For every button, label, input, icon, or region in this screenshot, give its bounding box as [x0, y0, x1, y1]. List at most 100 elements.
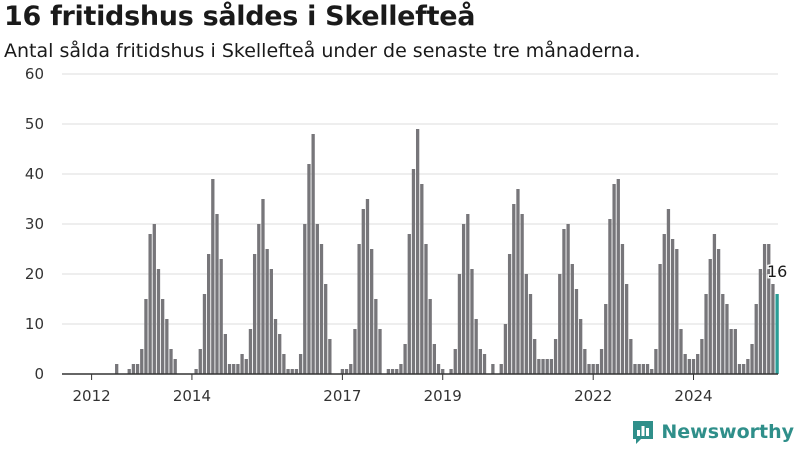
bar	[700, 339, 704, 374]
bar	[520, 214, 524, 374]
bar	[466, 214, 470, 374]
bar	[223, 334, 228, 374]
bar	[620, 244, 625, 374]
bar	[457, 274, 462, 374]
bar	[512, 204, 516, 374]
bar	[324, 284, 328, 374]
bar	[541, 359, 545, 374]
bar	[236, 364, 240, 374]
bar	[378, 329, 382, 374]
bar	[290, 369, 294, 374]
bar	[612, 184, 616, 374]
bar	[140, 349, 144, 374]
bar	[215, 214, 219, 374]
bar	[683, 354, 687, 374]
bar	[361, 209, 365, 374]
bar	[424, 244, 428, 374]
bar	[587, 364, 591, 374]
bar	[374, 299, 378, 374]
bar	[298, 354, 303, 374]
bar	[478, 349, 482, 374]
bar	[344, 369, 349, 374]
bar	[432, 344, 437, 374]
bar	[704, 294, 708, 374]
bar	[583, 349, 587, 374]
bar-highlighted	[775, 294, 779, 374]
bar	[411, 169, 416, 374]
bar	[591, 364, 595, 374]
y-tick-label: 20	[25, 265, 44, 283]
bar	[599, 349, 604, 374]
bar	[211, 179, 215, 374]
y-tick-label: 30	[25, 215, 44, 233]
bar	[282, 354, 286, 374]
bar	[687, 359, 691, 374]
chart-title: 16 fritidshus såldes i Skellefteå	[4, 1, 476, 32]
x-tick-label: 2014	[173, 387, 211, 405]
bar	[353, 329, 357, 374]
bar	[420, 184, 424, 374]
bar	[746, 359, 750, 374]
bar	[566, 224, 570, 374]
bar	[294, 369, 299, 374]
bar	[152, 224, 156, 374]
bar	[286, 369, 290, 374]
bar	[357, 244, 361, 374]
x-tick-label: 2024	[674, 387, 712, 405]
bar	[240, 354, 244, 374]
bar	[278, 334, 282, 374]
bar	[436, 364, 441, 374]
x-tick-label: 2012	[73, 387, 111, 405]
bar	[624, 284, 629, 374]
bar	[173, 359, 177, 374]
bar	[553, 339, 558, 374]
y-tick-label: 50	[25, 115, 44, 133]
bar	[265, 249, 269, 374]
bar	[675, 249, 679, 374]
bar	[115, 364, 119, 374]
bar	[742, 364, 746, 374]
bar	[641, 364, 646, 374]
bar	[549, 359, 554, 374]
chart-subtitle: Antal sålda fritidshus i Skellefteå unde…	[4, 40, 641, 62]
bar	[328, 339, 332, 374]
bar	[257, 224, 261, 374]
bar	[194, 369, 198, 374]
bar	[737, 364, 742, 374]
bar	[144, 299, 148, 374]
x-tick-label: 2017	[323, 387, 361, 405]
bar	[654, 349, 658, 374]
bar	[629, 339, 633, 374]
bar	[227, 364, 232, 374]
bar	[758, 269, 763, 374]
y-tick-label: 10	[25, 315, 44, 333]
bar	[261, 199, 265, 374]
bar	[148, 234, 152, 374]
bar	[537, 359, 541, 374]
bar	[579, 319, 583, 374]
bar	[658, 264, 662, 374]
bar	[198, 349, 202, 374]
bar	[716, 249, 721, 374]
brand-logo: Newsworthy	[631, 419, 794, 445]
bar	[691, 359, 696, 374]
bar	[558, 274, 562, 374]
bar	[461, 224, 466, 374]
bar	[219, 259, 223, 374]
bar	[165, 319, 169, 374]
bar	[441, 369, 445, 374]
bar	[407, 234, 411, 374]
bar	[595, 364, 600, 374]
bar	[470, 269, 474, 374]
bar	[633, 364, 637, 374]
bar	[269, 269, 273, 374]
bar	[206, 254, 211, 374]
bar	[395, 369, 399, 374]
bar	[315, 224, 319, 374]
bar	[340, 369, 345, 374]
bar	[415, 129, 420, 374]
bar	[365, 199, 370, 374]
bar	[767, 244, 771, 374]
bar-chart-logo-icon	[633, 421, 654, 444]
